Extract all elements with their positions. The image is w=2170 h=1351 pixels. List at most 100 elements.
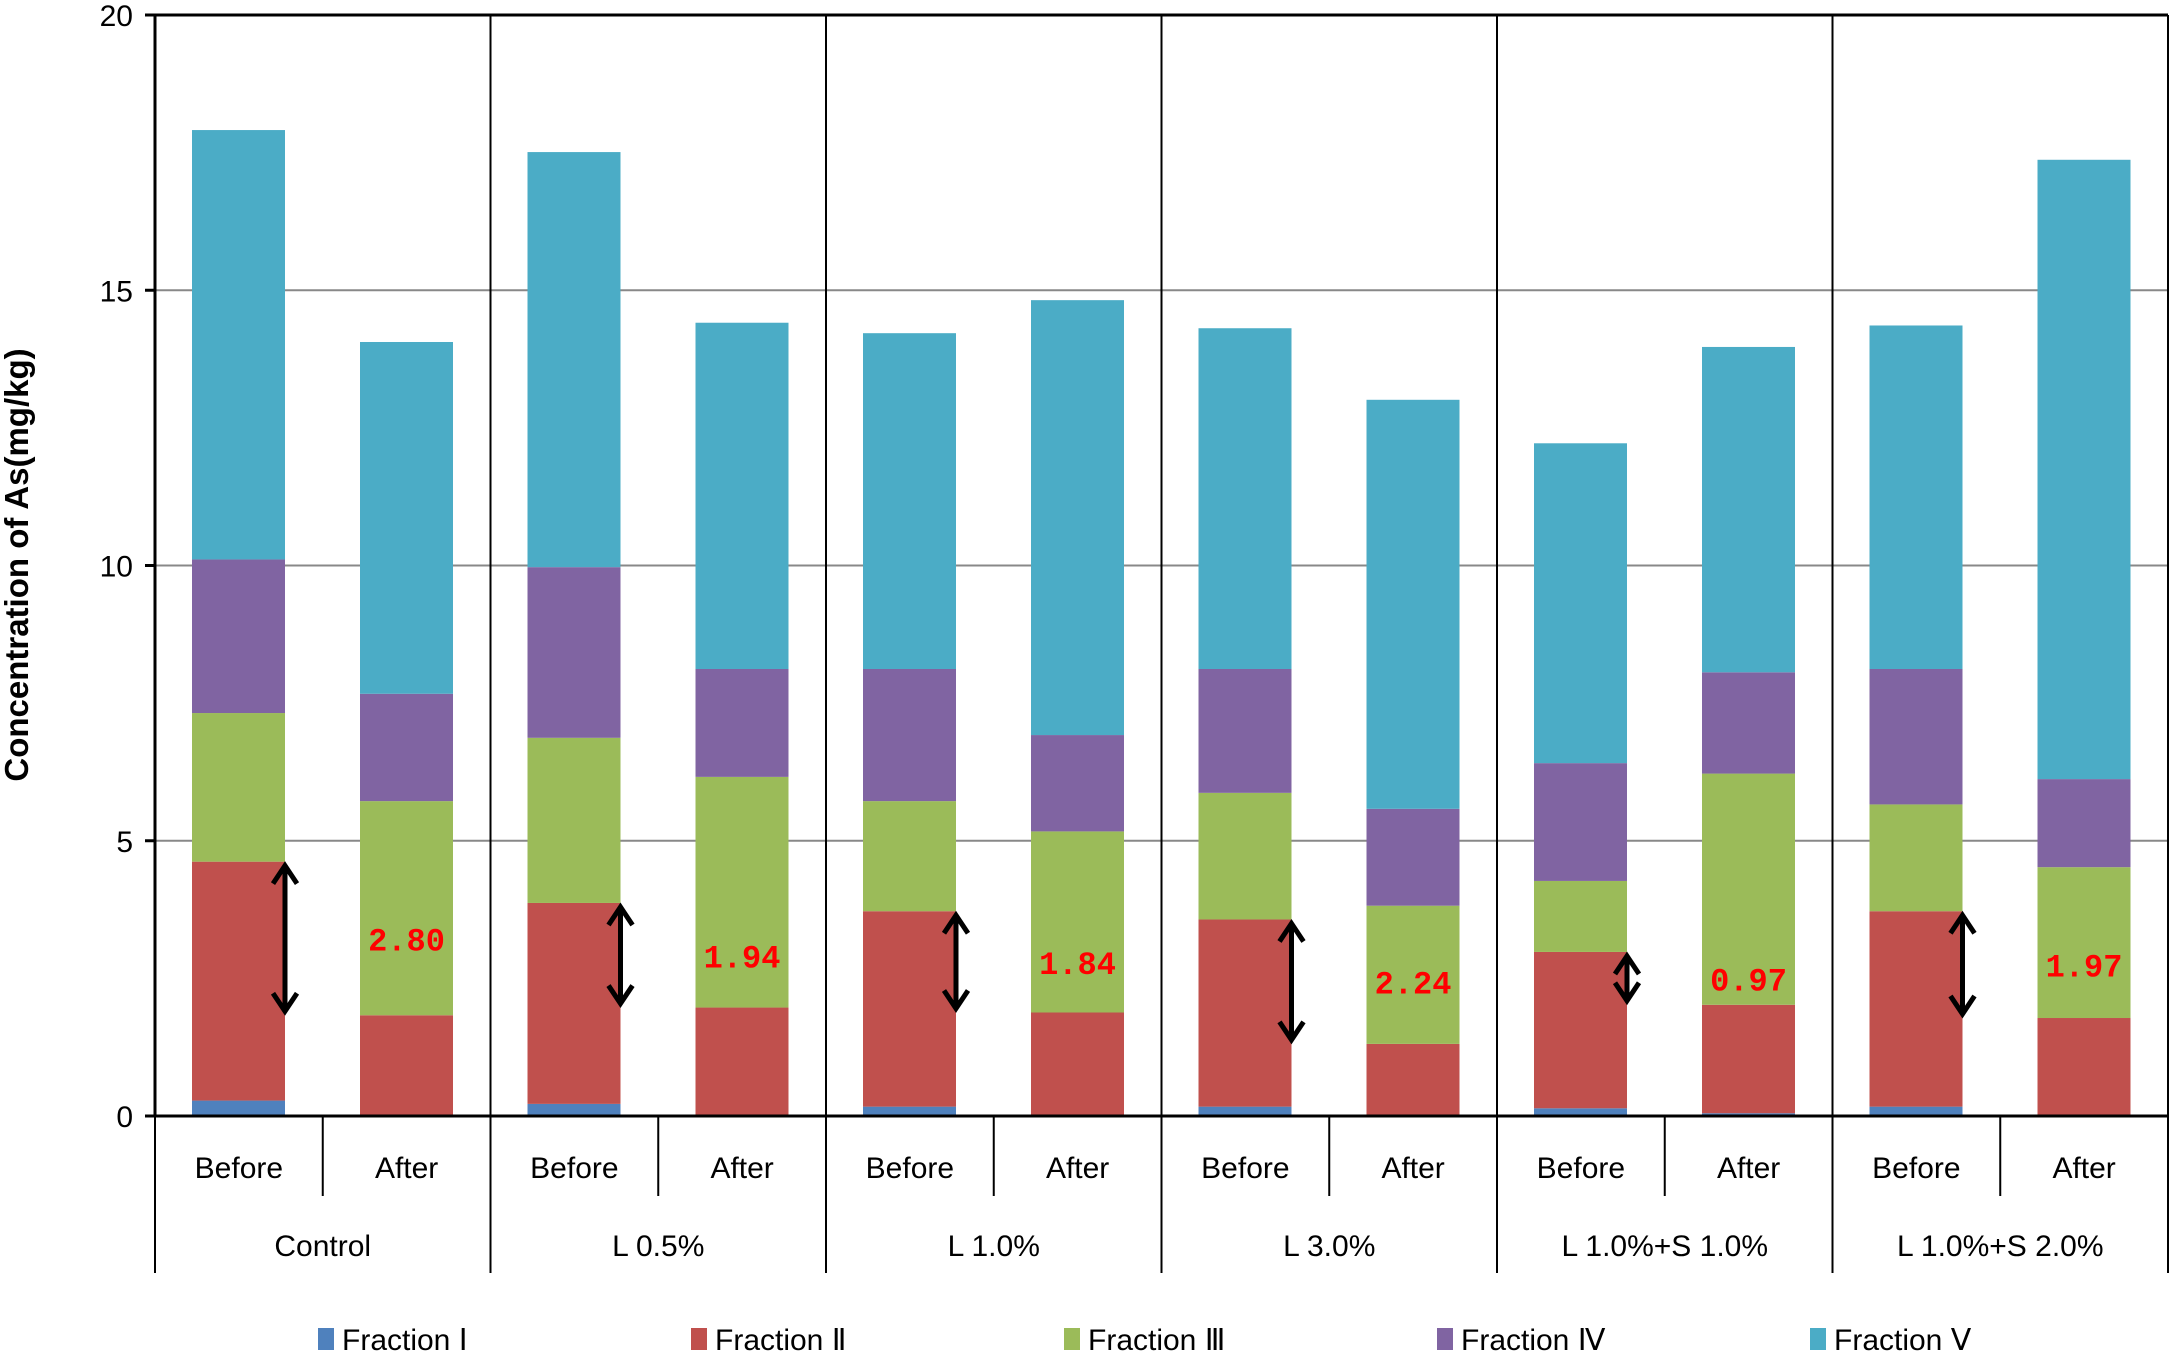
arrow-head-down	[1948, 994, 1977, 1019]
bar-segment	[1198, 919, 1292, 1107]
arrow-head-up	[941, 910, 971, 935]
difference-label: 0.97	[1710, 963, 1787, 1000]
bar-segment	[695, 322, 789, 669]
subcategory-label: After	[375, 1152, 438, 1185]
subcategory-label: After	[1381, 1152, 1444, 1185]
subcategory-label: Before	[530, 1152, 618, 1185]
bar-segment	[1366, 808, 1460, 906]
bar-segment	[360, 341, 453, 694]
group-label: L 1.0%	[948, 1230, 1040, 1263]
bar-segment	[695, 1007, 789, 1116]
difference-label: 1.97	[2046, 950, 2123, 987]
bar-segment	[192, 559, 285, 714]
bar-segment	[527, 737, 621, 903]
bar-segment	[192, 130, 285, 560]
legend-swatch	[1064, 1328, 1080, 1350]
bar-segment	[360, 801, 453, 1016]
group-label: L 1.0%+S 2.0%	[1897, 1230, 2104, 1263]
bar-segment	[2037, 159, 2131, 780]
bar-segment	[1031, 300, 1124, 736]
subcategory-label: After	[1717, 1152, 1780, 1185]
bar-segment	[1869, 911, 1963, 1107]
bar-segment	[863, 1106, 956, 1116]
legend-label: Fraction Ⅰ	[342, 1324, 468, 1351]
legend-swatch	[1437, 1328, 1453, 1350]
difference-arrows	[270, 861, 1977, 1045]
subcategory-label: Before	[1537, 1152, 1625, 1185]
y-tick-label: 20	[100, 0, 133, 33]
bar-segment	[2037, 867, 2131, 1019]
bar-segment	[1869, 804, 1963, 912]
arrow-head-down	[606, 984, 635, 1009]
arrow-head-up	[1277, 918, 1306, 943]
legend: Fraction Ⅰ Fraction Ⅱ Fraction Ⅲ Fraction Ⅳ…	[318, 1324, 1972, 1351]
group-label: L 1.0%+S 1.0%	[1561, 1230, 1768, 1263]
y-tick-label: 15	[100, 275, 133, 308]
bar-segment	[1031, 735, 1124, 832]
bar-segment	[1366, 905, 1460, 1044]
subcategory-label: Before	[1872, 1152, 1960, 1185]
difference-label: 1.94	[704, 940, 781, 977]
y-tick-label: 10	[100, 551, 133, 584]
arrow-head-up	[606, 902, 635, 927]
arrow-head-up	[270, 861, 300, 886]
bar-segment	[192, 861, 285, 1101]
bar-segment	[2037, 1018, 2131, 1116]
y-tick-label: 5	[116, 826, 133, 859]
bar-segment	[1702, 672, 1795, 774]
bar-segment	[1198, 668, 1292, 793]
bar-segment	[695, 668, 789, 777]
arrow-head-up	[1948, 910, 1977, 935]
bar-segment	[1702, 346, 1795, 673]
legend-swatch	[691, 1328, 707, 1350]
bar-segment	[1534, 880, 1627, 952]
y-tick-label: 0	[116, 1101, 133, 1134]
bar-segment	[1198, 328, 1292, 669]
arrow-head-down	[1277, 1020, 1306, 1045]
difference-label: 2.24	[1375, 967, 1452, 1004]
bar-segment	[1198, 1106, 1292, 1116]
bar-segment	[1534, 951, 1627, 1109]
bar-segment	[2037, 779, 2131, 868]
bar-segment	[192, 713, 285, 862]
bar-segment	[863, 801, 956, 912]
subcategory-label: After	[1046, 1152, 1109, 1185]
bar-segment	[527, 1103, 621, 1116]
bar-segment	[192, 1100, 285, 1116]
bar-segment	[527, 902, 621, 1104]
annotations: 2.80 1.94 1.84 2.24 0.97 1.97	[368, 923, 2122, 1003]
subcategory-label: Before	[195, 1152, 283, 1185]
bar-segment	[1198, 792, 1292, 920]
subcategory-label: After	[710, 1152, 773, 1185]
legend-swatch	[318, 1328, 334, 1350]
bar-segment	[1869, 668, 1963, 805]
bar-segment	[1534, 1108, 1627, 1116]
bar-segment	[1366, 399, 1460, 809]
bar-segment	[1534, 443, 1627, 764]
subcategory-label: Before	[866, 1152, 954, 1185]
arrow-head-down	[941, 989, 971, 1014]
bar-segment	[1869, 1106, 1963, 1116]
bar-segment	[1366, 1043, 1460, 1116]
group-label: Control	[274, 1230, 371, 1263]
arrow-head-down	[270, 991, 300, 1016]
bar-segment	[1702, 1004, 1795, 1114]
difference-label: 2.80	[368, 923, 445, 960]
bar-segment	[1702, 773, 1795, 1005]
y-axis-label: Concentration of As(mg/kg)	[0, 348, 35, 781]
subcategory-label: Before	[1201, 1152, 1289, 1185]
bar-segment	[863, 668, 956, 802]
bars	[192, 130, 2131, 1116]
bar-segment	[1869, 325, 1963, 669]
bar-segment	[527, 152, 621, 568]
legend-label: Fraction Ⅲ	[1088, 1324, 1225, 1351]
bar-segment	[863, 333, 956, 669]
legend-label: Fraction Ⅱ	[715, 1324, 846, 1351]
subcategory-label: After	[2052, 1152, 2115, 1185]
difference-label: 1.84	[1039, 947, 1116, 984]
bar-segment	[863, 911, 956, 1107]
group-label: L 0.5%	[612, 1230, 704, 1263]
group-label: L 3.0%	[1283, 1230, 1375, 1263]
bar-segment	[527, 567, 621, 738]
